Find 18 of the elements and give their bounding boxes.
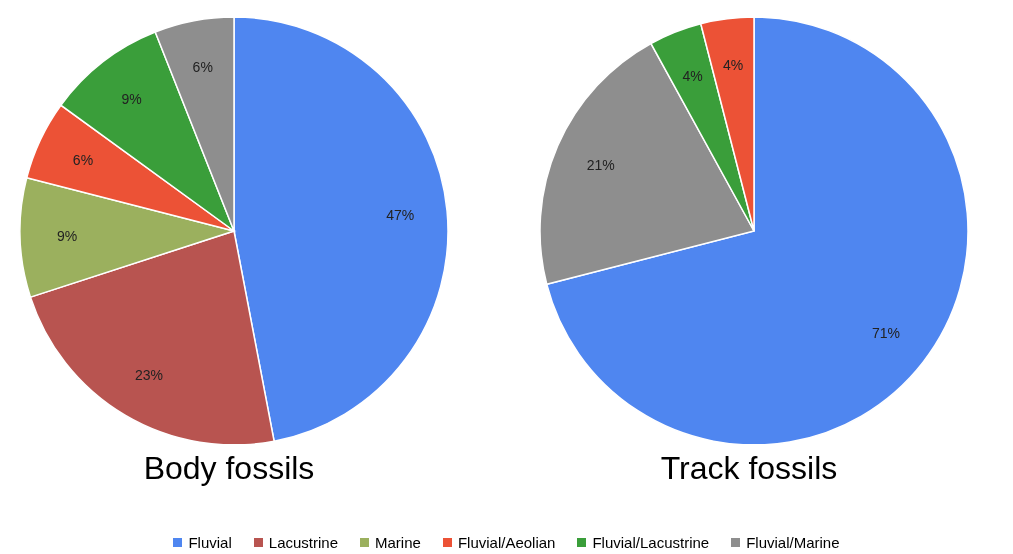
text: Body fossils — [143, 450, 315, 487]
legend-label: Fluvial/Aeolian — [457, 534, 556, 551]
legend-label: Fluvial/Marine — [746, 534, 840, 551]
data-label: 6% — [192, 59, 213, 76]
legend-label: Lacustrine — [268, 534, 339, 551]
data-label: 47% — [386, 207, 415, 224]
text: Track fossils — [660, 450, 838, 487]
data-label: 21% — [586, 156, 615, 173]
data-label: 9% — [57, 228, 78, 245]
data-label: 9% — [121, 91, 142, 108]
data-label: 23% — [135, 366, 164, 383]
data-label: 71% — [871, 325, 900, 342]
legend-label: Marine — [375, 534, 421, 551]
data-label: 4% — [722, 57, 744, 74]
data-label: 4% — [682, 67, 703, 84]
legend-label: Fluvial/Lacustrine — [592, 534, 710, 551]
data-label: 6% — [72, 151, 94, 168]
legend-label: Fluvial — [188, 534, 232, 551]
